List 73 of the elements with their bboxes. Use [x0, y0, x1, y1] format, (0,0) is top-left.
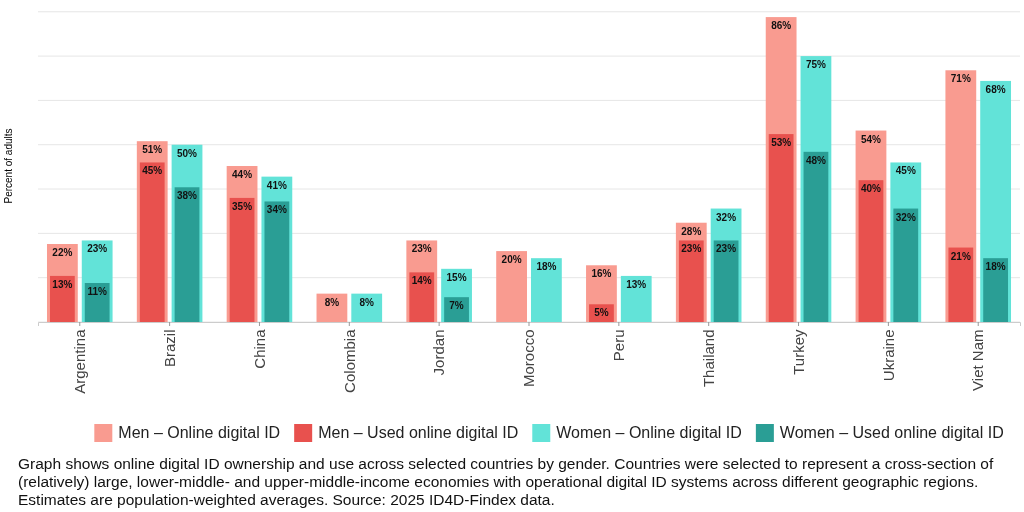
text: Graph shows online digital ID ownership and use across selected countries by gender. Countries were selected to represent a cross-section of (relatively) large, lower-middle- and upper-middle-income economies with operational digital ID systems across different geographic regions. Estimates are population-weighted averages. Source: 2025 ID4D-Findex data.	[18, 455, 995, 509]
data-label: 18%	[985, 261, 1006, 273]
data-label: 32%	[716, 211, 737, 223]
x-tick-label: Viet Nam	[969, 329, 987, 391]
data-label: 86%	[771, 20, 792, 32]
bar	[229, 197, 255, 322]
data-label: 15%	[446, 271, 467, 283]
x-tick-label: Thailand	[699, 329, 717, 388]
data-label: 40%	[860, 183, 882, 195]
bar	[803, 151, 829, 322]
data-label: 41%	[266, 179, 287, 191]
data-label: 45%	[142, 165, 163, 177]
bar	[858, 180, 884, 322]
data-label: 14%	[411, 275, 432, 287]
data-label: 8%	[359, 296, 375, 308]
bar	[713, 240, 739, 322]
data-label: 38%	[177, 190, 198, 202]
data-label: 53%	[771, 137, 792, 149]
x-tick-label: Peru	[610, 329, 628, 362]
bar	[139, 162, 165, 322]
data-label: 18%	[536, 261, 557, 273]
bar	[174, 187, 200, 322]
data-label: 7%	[449, 300, 464, 312]
data-label: 71%	[950, 73, 971, 85]
bar	[531, 258, 562, 322]
data-label: 23%	[681, 243, 702, 255]
x-tick-label: Brazil	[160, 329, 178, 368]
data-label: 35%	[232, 200, 253, 212]
bar	[620, 275, 652, 322]
bar	[409, 272, 435, 322]
data-label: 50%	[177, 147, 198, 159]
bar	[893, 208, 919, 322]
bar	[983, 258, 1009, 322]
data-label: 75%	[805, 59, 827, 71]
data-label: 23%	[87, 243, 108, 255]
y-axis-title: Percent of adults	[3, 128, 14, 204]
data-label: 16%	[591, 268, 612, 280]
data-label: 21%	[950, 250, 971, 262]
data-label: 51%	[142, 144, 163, 156]
x-tick-label: Ukraine	[879, 329, 897, 382]
legend-label: Women – Online digital ID	[556, 424, 742, 441]
bar	[49, 275, 75, 322]
data-label: 54%	[860, 133, 882, 145]
legend-label: Men – Online digital ID	[118, 424, 281, 441]
data-label: 22%	[52, 247, 73, 258]
legend-label: Men – Used online digital ID	[318, 424, 519, 441]
data-label: 44%	[232, 169, 253, 180]
x-tick-label: Argentina	[71, 328, 89, 394]
bar	[496, 251, 527, 322]
data-label: 23%	[411, 243, 432, 255]
data-label: 13%	[626, 278, 647, 290]
data-label: 20%	[501, 254, 522, 266]
bar	[948, 247, 974, 322]
x-tick-label: Jordan	[430, 329, 448, 376]
data-label: 13%	[52, 278, 73, 290]
x-tick-label: Turkey	[789, 329, 807, 375]
data-label: 11%	[87, 286, 108, 297]
legend-label: Women – Used online digital ID	[779, 424, 1004, 441]
data-label: 28%	[681, 225, 702, 237]
x-tick-label: Colombia	[340, 328, 358, 393]
data-label: 23%	[716, 243, 737, 255]
data-label: 68%	[985, 83, 1006, 95]
x-tick-label: China	[250, 328, 268, 369]
data-label: 8%	[324, 296, 340, 308]
data-label: 34%	[266, 204, 287, 216]
bar	[264, 201, 290, 322]
data-label: 5%	[594, 307, 609, 319]
data-label: 48%	[805, 154, 827, 166]
data-label: 45%	[895, 165, 916, 177]
bar	[768, 134, 794, 322]
bar	[678, 240, 704, 322]
data-label: 32%	[895, 211, 916, 223]
x-tick-label: Morocco	[520, 329, 538, 388]
